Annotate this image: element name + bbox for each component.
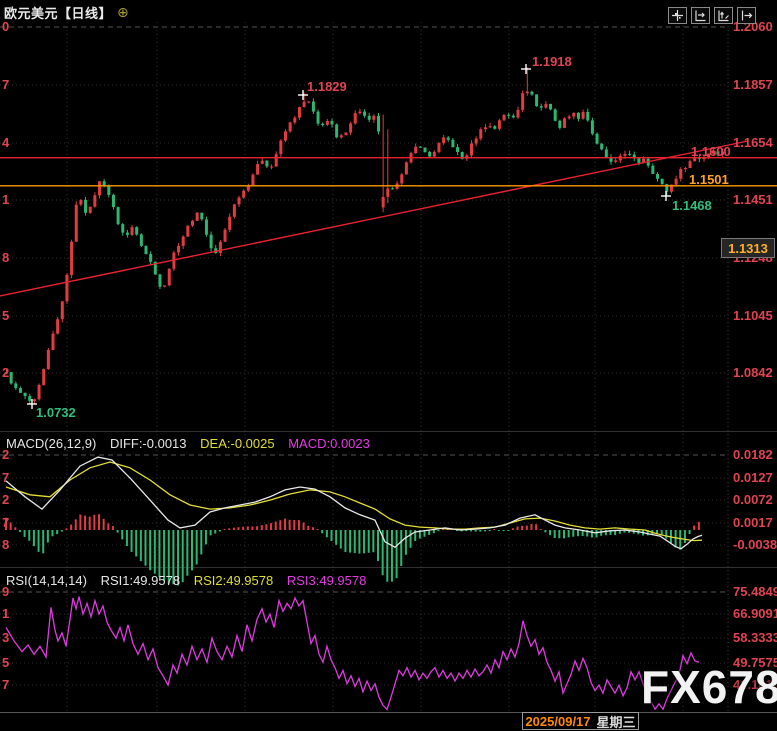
fit-y-scale-button[interactable] <box>714 7 733 24</box>
time-axis-bar <box>0 712 777 731</box>
crosshair-date-box: 2025/09/17 星期三 <box>522 712 639 730</box>
chart-toolbar <box>668 7 756 24</box>
rsi3-value: RSI3:49.9578 <box>286 573 367 588</box>
add-indicator-icon[interactable]: ⊕ <box>117 4 129 20</box>
watermark: FX678 <box>641 661 777 713</box>
titlebar: 欧元美元【日线】 ⊕ <box>4 3 129 21</box>
rsi1-value: RSI1:49.9578 <box>100 573 181 588</box>
fit-x-icon <box>695 10 706 22</box>
pan-tool-button[interactable] <box>668 7 687 24</box>
shift-right-button[interactable] <box>737 7 756 24</box>
macd-header: MACD(26,12,9) DIFF:-0.0013 DEA:-0.0025 M… <box>6 436 380 451</box>
price-level-box: 1.1313 <box>721 238 775 258</box>
fit-x-scale-button[interactable] <box>691 7 710 24</box>
price-level-value: 1.1313 <box>728 240 768 256</box>
rsi2-value: RSI2:49.9578 <box>193 573 274 588</box>
crosshair-weekday: 星期三 <box>596 714 636 730</box>
macd-dea-value: DEA:-0.0025 <box>200 436 275 451</box>
rsi-header: RSI(14,14,14) RSI1:49.9578 RSI2:49.9578 … <box>6 573 376 588</box>
shift-right-icon <box>741 10 753 21</box>
rsi-params: RSI(14,14,14) <box>6 573 87 588</box>
fit-y-icon <box>718 10 729 22</box>
pan-icon <box>672 10 683 21</box>
macd-params: MACD(26,12,9) <box>6 436 97 451</box>
macd-diff-value: DIFF:-0.0013 <box>109 436 187 451</box>
candles <box>5 67 725 405</box>
macd-macd-value: MACD:0.0023 <box>288 436 370 451</box>
symbol-title: 欧元美元【日线】 <box>4 5 113 21</box>
macd-histogram <box>5 514 700 586</box>
crosshair-date: 2025/09/17 <box>525 713 591 729</box>
